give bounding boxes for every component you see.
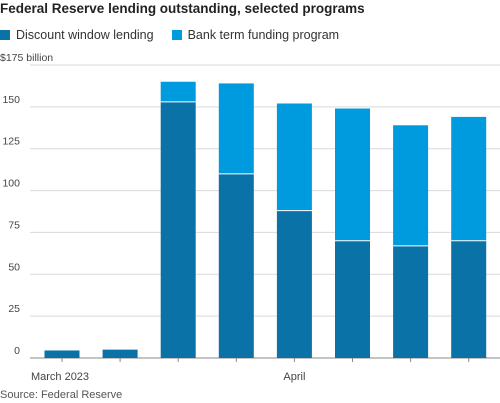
- y-tick-label: 75: [8, 219, 20, 231]
- legend-label-btfp: Bank term funding program: [187, 28, 340, 42]
- bar-btfp: [451, 116, 487, 241]
- y-tick-label: $175 billion: [0, 52, 53, 64]
- y-tick-label: 0: [14, 345, 20, 357]
- bar-btfp: [218, 83, 254, 174]
- x-tick-label: March 2023: [31, 371, 89, 383]
- y-tick-label: 25: [8, 303, 20, 315]
- bar-discount-window: [393, 245, 429, 358]
- legend-item-btfp: Bank term funding program: [171, 28, 340, 42]
- bar-discount-window: [335, 240, 370, 358]
- y-tick-label: 125: [2, 136, 20, 148]
- chart-title: Federal Reserve lending outstanding, sel…: [0, 1, 365, 16]
- legend-item-discount: Discount window lending: [0, 28, 154, 42]
- source-note: Source: Federal Reserve: [0, 389, 123, 401]
- bar-discount-window: [276, 210, 312, 358]
- legend-swatch-discount: [0, 30, 10, 40]
- y-tick-label: 100: [2, 178, 20, 190]
- bar-btfp: [160, 81, 196, 102]
- bar-discount-window: [44, 350, 80, 358]
- legend: Discount window lending Bank term fundin…: [0, 28, 357, 42]
- bar-discount-window: [451, 240, 487, 358]
- bar-btfp: [276, 103, 312, 211]
- bar-discount-window: [218, 173, 254, 358]
- legend-swatch-btfp: [171, 30, 182, 40]
- bar-btfp: [335, 108, 370, 241]
- bar-btfp: [393, 125, 429, 246]
- bar-discount-window: [160, 101, 196, 358]
- x-tick-label: April: [283, 371, 305, 383]
- legend-label-discount: Discount window lending: [16, 28, 154, 42]
- y-tick-label: 50: [8, 261, 20, 273]
- y-tick-label: 150: [2, 94, 20, 106]
- bar-discount-window: [102, 349, 138, 358]
